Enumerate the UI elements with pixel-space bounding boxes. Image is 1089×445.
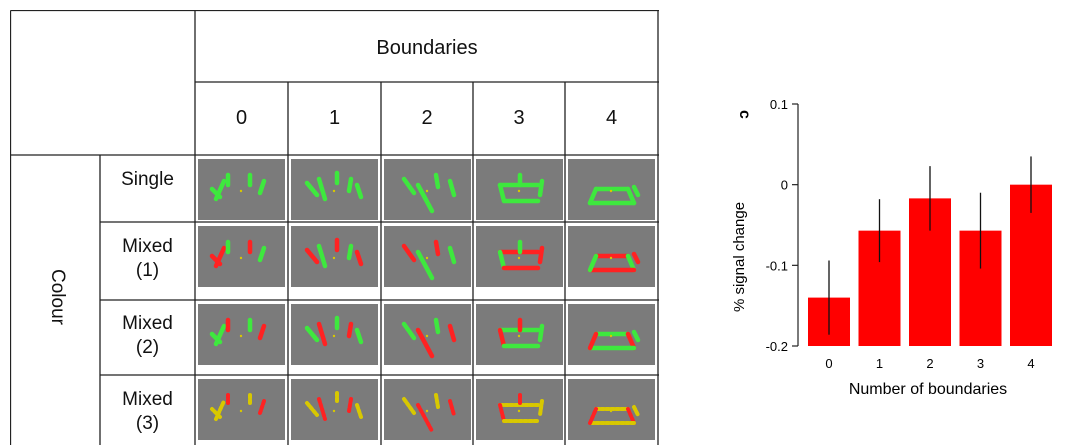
- panel-label: c: [736, 110, 753, 119]
- stimulus-thumbnail: [476, 304, 563, 365]
- column-header-1: 1: [328, 107, 341, 129]
- stimulus-thumbnail: [291, 304, 378, 365]
- stimulus-thumbnail: [568, 159, 655, 220]
- row-header-mixed-2: Mixed (2): [122, 313, 173, 358]
- stimulus-thumbnail: [198, 159, 285, 220]
- stimulus-thumbnail: [198, 226, 285, 287]
- stimulus-thumbnail: [476, 159, 563, 220]
- stimulus-thumbnail: [291, 226, 378, 287]
- stimulus-thumbnail: [384, 304, 471, 365]
- stimulus-thumbnail: [568, 379, 655, 440]
- column-header-2: 2: [421, 107, 433, 129]
- row-header-mixed-1: Mixed (1): [122, 236, 173, 281]
- stimulus-thumbnail: [291, 379, 378, 440]
- row-header-mixed-3: Mixed (3): [122, 389, 173, 434]
- stimulus-thumbnail: [291, 159, 378, 220]
- stimulus-thumbnail: [198, 379, 285, 440]
- y-axis-label: % signal change: [731, 202, 748, 312]
- x-tick-label: 2: [926, 356, 933, 371]
- stimulus-thumbnail: [476, 379, 563, 440]
- column-header-4: 4: [605, 107, 618, 129]
- stimulus-thumbnail: [568, 226, 655, 287]
- stimulus-thumbnail: [384, 159, 471, 220]
- stimulus-thumbnail: [476, 226, 563, 287]
- x-axis-label: Number of boundaries: [849, 381, 1007, 398]
- boundaries-header: Boundaries: [376, 37, 478, 59]
- stimulus-thumbnail: [384, 379, 471, 440]
- stimulus-table: Boundaries 0 1 2 3 4 Colour Single Mixed…: [10, 10, 660, 445]
- table-grid-lines: [10, 10, 659, 445]
- column-header-0: 0: [235, 107, 248, 129]
- y-tick-label: -0.1: [766, 258, 788, 273]
- stimulus-thumbnail: [384, 226, 471, 287]
- row-header-single: Single: [121, 169, 174, 190]
- column-header-3: 3: [513, 107, 525, 129]
- stimulus-thumbnail: [198, 304, 285, 365]
- y-tick-label: 0.1: [770, 97, 788, 112]
- x-tick-label: 1: [876, 356, 883, 371]
- signal-change-bar-chart: c % signal change Number of boundaries 0…: [731, 97, 1052, 398]
- y-tick-label: 0: [781, 178, 788, 193]
- stimulus-thumbnail: [568, 304, 655, 365]
- y-tick-label: -0.2: [766, 339, 788, 354]
- x-tick-label: 4: [1027, 356, 1034, 371]
- x-tick-label: 3: [977, 356, 984, 371]
- x-tick-label: 0: [825, 356, 832, 371]
- colour-row-group-header: Colour: [47, 269, 68, 325]
